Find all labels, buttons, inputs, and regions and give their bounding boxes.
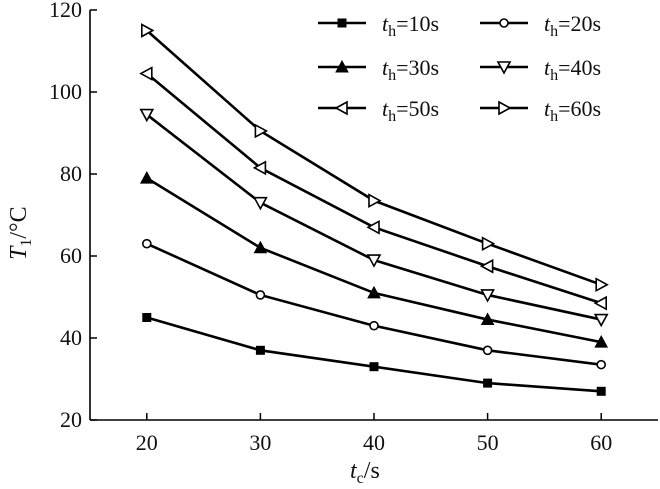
x-tick-label: 60 [590, 430, 612, 455]
data-point [483, 378, 493, 388]
label-subscript: h [388, 108, 396, 125]
label-subscript: h [388, 67, 396, 84]
data-point [593, 295, 608, 311]
label-rest: /°C [6, 206, 32, 238]
series-4 [139, 108, 609, 328]
legend-marker [496, 61, 512, 75]
series-1 [142, 313, 606, 396]
data-point [139, 171, 154, 184]
data-point [254, 123, 269, 139]
legend-marker [498, 100, 512, 116]
data-point [596, 359, 607, 370]
series-3 [139, 171, 609, 348]
label-subscript: h [550, 67, 558, 84]
y-tick-label: 100 [49, 79, 82, 104]
data-point [596, 386, 606, 396]
legend-item: th=40s [480, 55, 601, 84]
data-point [481, 236, 496, 252]
axis-titles: tc/s T1/°C [6, 206, 380, 487]
label-rest: =60s [558, 96, 601, 121]
data-point [369, 320, 379, 331]
label-subscript: h [550, 108, 558, 125]
data-point [142, 313, 152, 322]
label-subscript: 1 [18, 239, 35, 247]
legend-label: th=50s [382, 96, 439, 125]
data-point [366, 254, 382, 268]
label-rest: =40s [558, 55, 601, 80]
legend-label: th=30s [382, 55, 439, 84]
label-rest: /s [364, 458, 380, 484]
data-point [368, 193, 382, 208]
label-subscript: h [550, 23, 558, 40]
legend-label: th=40s [544, 55, 601, 84]
legend-item: th=10s [318, 11, 439, 40]
legend-marker [337, 18, 347, 28]
legend-item: th=60s [480, 96, 601, 125]
legend-item: th=30s [318, 55, 439, 84]
data-point [253, 196, 268, 211]
label-symbol: T [6, 245, 32, 260]
data-point [141, 23, 155, 38]
y-tick-label: 120 [49, 0, 82, 22]
legend-marker [335, 59, 349, 73]
series-group [139, 23, 609, 396]
y-axis-title: T1/°C [6, 206, 35, 260]
legend-item: th=50s [318, 96, 439, 125]
legend-label: th=20s [544, 11, 601, 40]
label-rest: =10s [396, 11, 439, 36]
y-tick-label: 80 [60, 161, 82, 186]
data-point [255, 290, 266, 300]
data-point [252, 160, 267, 176]
label-symbol: t [544, 96, 551, 121]
legend-marker [334, 100, 348, 116]
label-symbol: t [350, 458, 358, 484]
label-rest: =20s [558, 11, 601, 36]
x-tick-label: 20 [136, 430, 158, 455]
label-symbol: t [382, 96, 389, 121]
label-subscript: c [357, 470, 364, 487]
y-tick-label: 20 [60, 407, 82, 432]
data-point [480, 289, 495, 303]
label-subscript: h [388, 23, 396, 40]
x-tick-label: 30 [249, 430, 271, 455]
label-symbol: t [544, 11, 551, 36]
axis-ticks: 20 40 60 80 100 120 20 30 40 50 60 [49, 0, 612, 455]
x-tick-label: 50 [477, 430, 499, 455]
data-point [253, 240, 268, 254]
legend-label: th=10s [382, 11, 439, 40]
label-symbol: t [544, 55, 551, 80]
data-point [479, 258, 494, 274]
data-point [480, 312, 495, 326]
data-point [369, 362, 379, 372]
legend-item: th=20s [480, 11, 601, 40]
data-point [139, 108, 155, 123]
data-point [139, 66, 153, 81]
label-symbol: t [382, 11, 389, 36]
data-point [595, 277, 609, 293]
series-5 [139, 66, 608, 311]
series-line [145, 29, 602, 286]
y-tick-label: 40 [60, 325, 82, 350]
data-point [593, 313, 609, 328]
data-point [594, 335, 609, 348]
x-axis-title: tc/s [350, 458, 380, 487]
series-line [145, 72, 602, 305]
data-point [142, 238, 152, 249]
label-rest: =30s [396, 55, 439, 80]
data-point [482, 345, 493, 356]
y-tick-label: 60 [60, 243, 82, 268]
legend-label: th=60s [544, 96, 601, 125]
x-tick-label: 40 [363, 430, 385, 455]
data-point [367, 285, 381, 299]
label-rest: =50s [396, 96, 439, 121]
data-point [366, 219, 380, 235]
series-2 [142, 238, 607, 370]
legend-marker [499, 18, 509, 28]
data-point [255, 345, 265, 355]
label-symbol: t [382, 55, 389, 80]
series-6 [141, 23, 609, 293]
